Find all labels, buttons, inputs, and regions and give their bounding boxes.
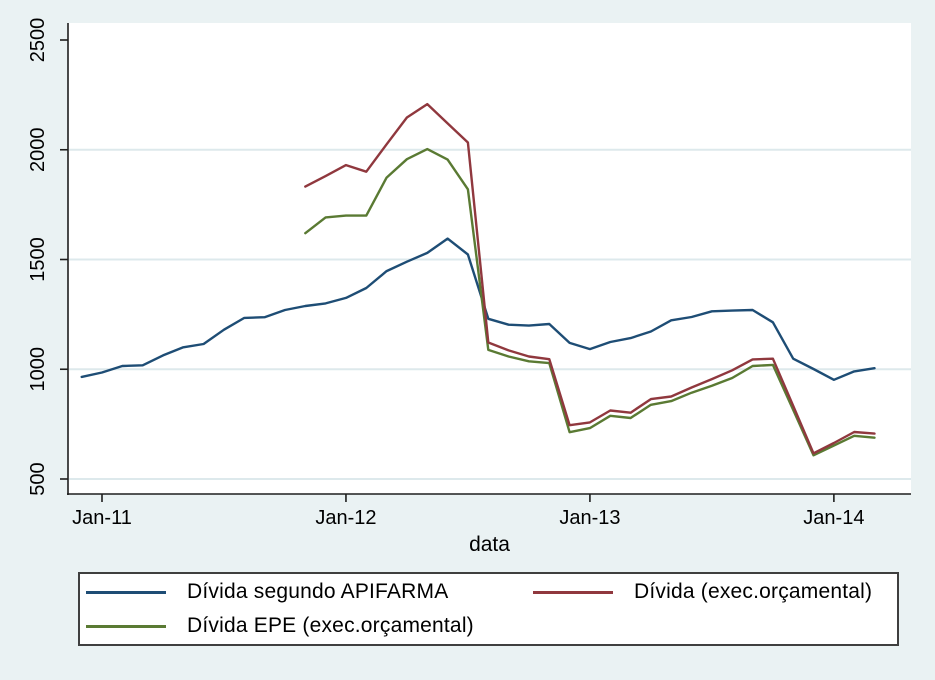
- y-tick-label: 2000: [27, 128, 49, 173]
- series-line-0: [80, 237, 876, 381]
- chart-canvas: 500 1000 1500 2000 2500 Jan-11 Jan-12 Jan-13 Jan…: [27, 18, 911, 556]
- legend-label: Dívida EPE (exec.orçamental): [187, 614, 474, 637]
- x-tick-label: Jan-12: [315, 507, 376, 529]
- y-tick-label: 500: [27, 462, 49, 495]
- legend-entry-divida-exec: Dívida (exec.orçamental): [533, 577, 897, 607]
- x-tick-label: Jan-13: [559, 507, 620, 529]
- x-tick-label: Jan-11: [72, 507, 132, 529]
- legend-entry-divida-epe: Dívida EPE (exec.orçamental): [86, 611, 533, 641]
- series-line-2: [304, 147, 876, 457]
- legend-entry-apifarma: Dívida segundo APIFARMA: [86, 577, 533, 607]
- legend-line-swatch: [86, 624, 166, 628]
- legend-label: Dívida segundo APIFARMA: [187, 580, 449, 603]
- x-tick-label: Jan-14: [803, 507, 864, 529]
- legend-line-swatch: [533, 590, 613, 594]
- legend: Dívida segundo APIFARMA Dívida (exec.orç…: [78, 572, 899, 646]
- y-tick-label: 1500: [27, 237, 49, 282]
- legend-line-swatch: [86, 590, 166, 594]
- series-line-1: [304, 102, 876, 455]
- y-tick-label: 1000: [27, 347, 49, 392]
- y-tick-label: 2500: [27, 18, 49, 63]
- legend-label: Dívida (exec.orçamental): [634, 580, 873, 603]
- x-axis-title: data: [469, 533, 510, 556]
